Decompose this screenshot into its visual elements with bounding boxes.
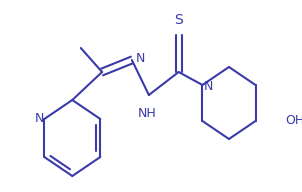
Text: S: S	[174, 13, 183, 27]
Text: N: N	[136, 51, 146, 65]
Text: NH: NH	[138, 107, 156, 120]
Text: N: N	[34, 113, 44, 126]
Text: OH: OH	[285, 114, 302, 127]
Text: N: N	[204, 79, 214, 93]
